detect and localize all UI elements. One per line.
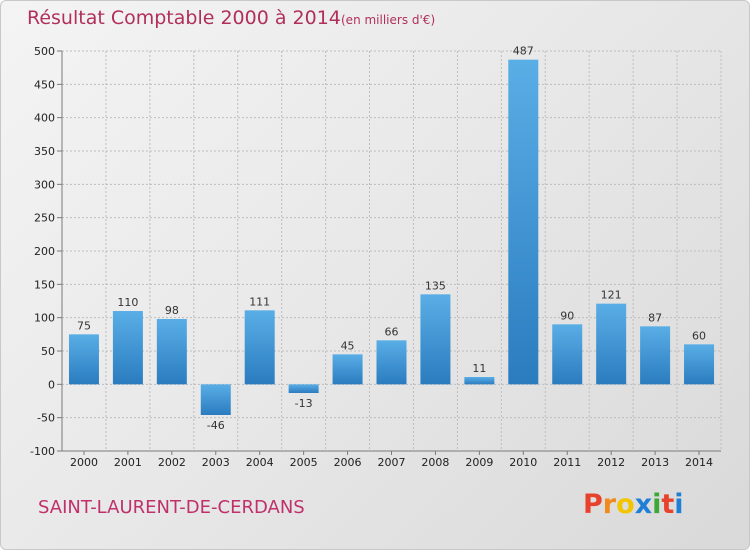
bar-2010 — [508, 59, 539, 385]
bar-2005 — [288, 384, 319, 393]
y-tick-label: 500 — [34, 45, 55, 58]
logo-letter: i — [652, 489, 662, 520]
bar-2001 — [112, 311, 143, 385]
y-tick-label: 150 — [34, 278, 55, 291]
x-tick-label: 2005 — [290, 456, 318, 469]
x-tick-label: 2014 — [685, 456, 713, 469]
logo-letter: o — [616, 489, 635, 520]
y-tick-label: -50 — [37, 412, 55, 425]
bar-2008 — [420, 294, 451, 385]
bar-2013 — [640, 326, 671, 385]
data-label-2001: 110 — [117, 296, 138, 309]
x-tick-label: 2003 — [202, 456, 230, 469]
axes: 500450400350300250200150100500-50-100200… — [30, 45, 721, 469]
y-tick-label: 350 — [34, 145, 55, 158]
data-label-2011: 90 — [560, 309, 574, 322]
y-tick-label: 450 — [34, 78, 55, 91]
data-label-2002: 98 — [165, 304, 179, 317]
y-tick-label: 100 — [34, 312, 55, 325]
y-tick-label: 250 — [34, 212, 55, 225]
data-label-2013: 87 — [648, 311, 662, 324]
bar-2007 — [376, 340, 407, 385]
bar-2004 — [244, 310, 275, 385]
grid-lines — [61, 50, 722, 452]
bar-2002 — [156, 319, 187, 385]
y-tick-label: 300 — [34, 178, 55, 191]
x-tick-label: 2012 — [597, 456, 625, 469]
bar-2014 — [684, 344, 715, 385]
chart-title: Résultat Comptable 2000 à 2014 — [27, 7, 341, 29]
logo-letter: i — [674, 489, 684, 520]
data-label-2010: 487 — [513, 45, 534, 58]
proxiti-logo: Proxiti — [583, 489, 684, 520]
bar-2011 — [552, 324, 583, 385]
data-label-2007: 66 — [385, 325, 399, 338]
x-tick-label: 2002 — [158, 456, 186, 469]
data-label-2012: 121 — [601, 289, 622, 302]
x-tick-label: 2009 — [465, 456, 493, 469]
data-label-2005: -13 — [295, 397, 313, 410]
x-tick-label: 2000 — [70, 456, 98, 469]
x-tick-label: 2007 — [378, 456, 406, 469]
commune-name: SAINT-LAURENT-DE-CERDANS — [38, 497, 305, 518]
y-tick-label: 200 — [34, 245, 55, 258]
data-label-2009: 11 — [472, 362, 486, 375]
data-label-2004: 111 — [249, 295, 270, 308]
y-tick-label: 0 — [48, 378, 55, 391]
logo-letter: r — [602, 489, 617, 520]
x-tick-label: 2011 — [553, 456, 581, 469]
x-tick-label: 2004 — [246, 456, 274, 469]
x-tick-label: 2001 — [114, 456, 142, 469]
bar-2009 — [464, 377, 495, 385]
data-label-2000: 75 — [77, 319, 91, 332]
data-label-2008: 135 — [425, 279, 446, 292]
logo-letter: P — [583, 489, 603, 520]
x-tick-label: 2006 — [334, 456, 362, 469]
bar-2012 — [596, 303, 627, 385]
x-tick-label: 2010 — [509, 456, 537, 469]
logo-letter: x — [634, 489, 653, 520]
data-label-2003: -46 — [207, 419, 225, 432]
logo-letter: t — [661, 489, 675, 520]
data-labels: 75 110 98 -46 111 -13 45 66 135 11 487 90 121 87 60 — [77, 45, 706, 432]
y-tick-label: 50 — [41, 345, 55, 358]
x-tick-label: 2013 — [641, 456, 669, 469]
bar-2000 — [68, 334, 99, 385]
bars — [68, 59, 715, 415]
chart-unit: (en milliers d'€) — [341, 13, 436, 27]
y-tick-label: -100 — [30, 445, 55, 458]
data-label-2014: 60 — [692, 329, 706, 342]
y-tick-label: 400 — [34, 112, 55, 125]
bar-2003 — [200, 384, 231, 415]
data-label-2006: 45 — [341, 339, 355, 352]
bar-2006 — [332, 354, 363, 385]
x-tick-label: 2008 — [421, 456, 449, 469]
